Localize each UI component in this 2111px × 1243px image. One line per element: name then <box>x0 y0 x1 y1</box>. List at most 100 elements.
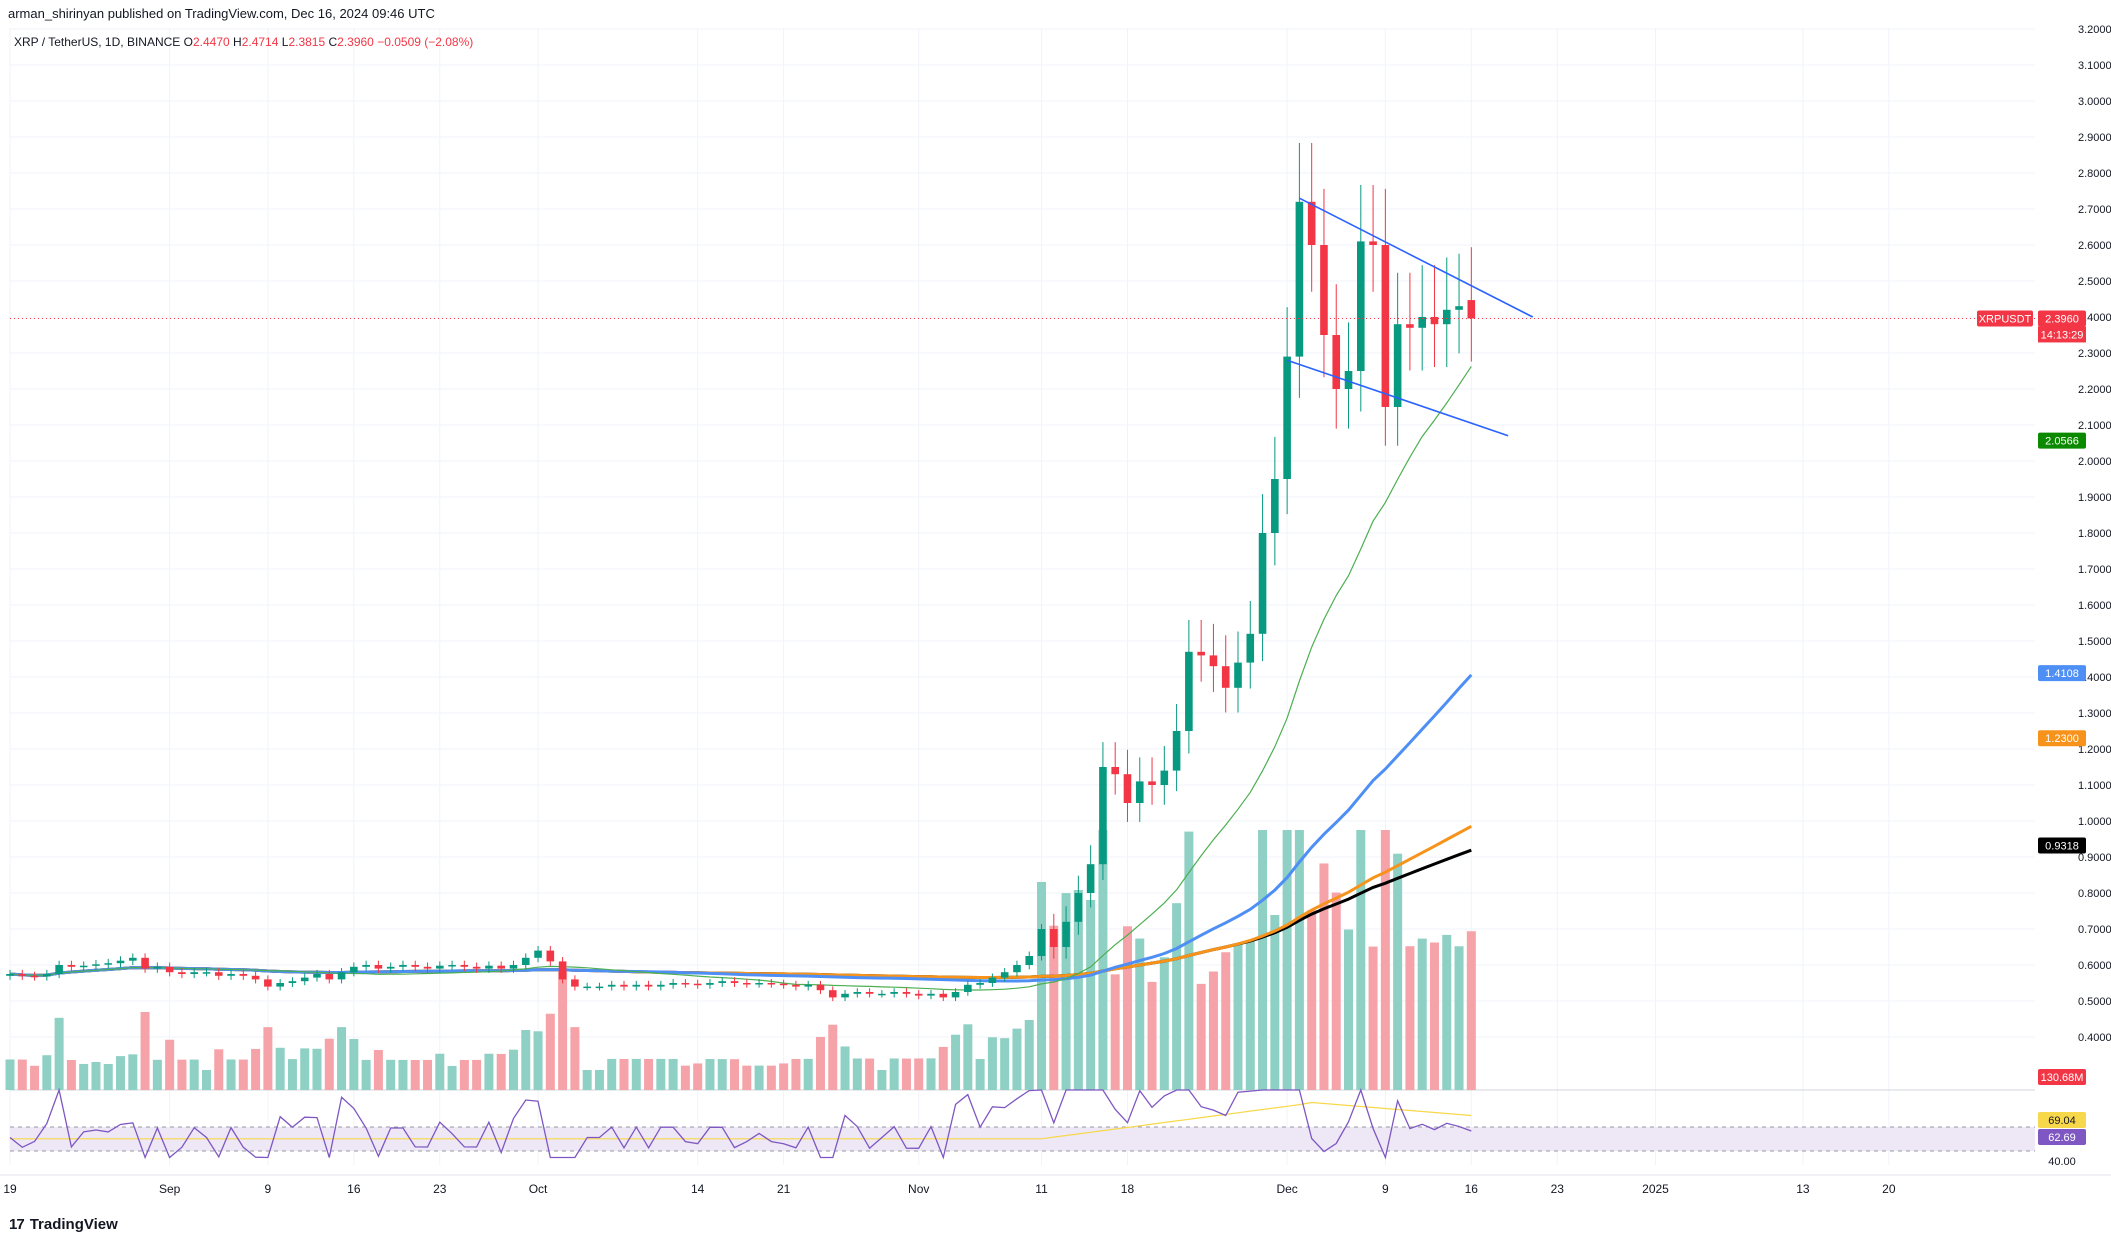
price-tick-label: 1.4000 <box>2078 672 2111 684</box>
rsi-ma-line <box>10 1101 1472 1140</box>
time-tick-label: 16 <box>347 1182 361 1196</box>
candle-body <box>1037 929 1046 956</box>
candle-body <box>828 990 837 998</box>
candle-body <box>1369 241 1377 245</box>
volume-bar <box>791 1058 801 1090</box>
candle-body <box>1197 651 1205 656</box>
volume-bar <box>521 1030 531 1090</box>
volume-bar <box>1172 903 1182 1090</box>
volume-bar <box>287 1059 297 1090</box>
candle-body <box>141 957 149 969</box>
ma-badge-ma20-bg <box>2038 432 2086 449</box>
candle-body <box>374 965 383 969</box>
volume-bar <box>852 1058 862 1090</box>
volume-bar <box>30 1065 40 1090</box>
candle-body <box>1320 245 1328 335</box>
countdown-bg <box>2038 326 2086 343</box>
volume-bar <box>1282 830 1292 1090</box>
candle-body <box>104 963 113 965</box>
volume-bar <box>189 1059 199 1090</box>
volume-bar <box>91 1061 101 1090</box>
candle-body <box>1381 245 1390 407</box>
volume-badge-bg <box>2038 1069 2086 1085</box>
price-tick-label: 1.1000 <box>2078 780 2111 792</box>
volume-bar <box>1086 900 1096 1090</box>
publish-info: arman_shirinyan published on TradingView… <box>8 6 435 21</box>
volume-bar <box>533 1031 543 1090</box>
volume-bar <box>607 1058 617 1090</box>
volume-bar <box>779 1063 789 1090</box>
ma-badge-ma50-bg <box>2038 665 2086 682</box>
volume-bar <box>508 1049 518 1090</box>
tradingview-brand[interactable]: 17 TradingView <box>9 1216 118 1233</box>
candle-body <box>902 992 911 994</box>
candle-body <box>964 984 972 992</box>
ma20-line <box>9 366 1472 991</box>
time-tick-label: 11 <box>1035 1182 1048 1196</box>
volume-bar <box>1000 1038 1010 1090</box>
volume-bar <box>1454 946 1464 1090</box>
close-label: C <box>328 35 338 49</box>
volume-bar <box>1098 830 1108 1090</box>
price-tick-label: 2.9000 <box>2078 132 2111 144</box>
candle-body <box>153 966 162 969</box>
candle-body <box>841 993 849 998</box>
volume-bar <box>103 1064 113 1090</box>
volume-bar <box>631 1058 641 1090</box>
candle-body <box>792 984 800 987</box>
volume-bar <box>951 1034 961 1090</box>
candle-body <box>460 965 469 967</box>
volume-bar <box>1258 830 1268 1090</box>
low-value: 2.3815 <box>288 35 326 49</box>
volume-bar <box>1356 830 1366 1090</box>
price-tick-label: 0.8000 <box>2078 888 2111 900</box>
volume-bar <box>889 1058 899 1090</box>
price-tick-label: 2.0000 <box>2078 456 2111 468</box>
upper-trendline <box>1299 197 1534 318</box>
candle-body <box>1221 666 1230 688</box>
price-tick-label: 2.3000 <box>2078 348 2111 360</box>
volume-bar <box>17 1059 27 1090</box>
volume-bar <box>1380 830 1390 1090</box>
volume-bar <box>926 1058 936 1090</box>
candle-body <box>288 981 297 983</box>
volume-bar <box>386 1059 396 1090</box>
price-tick-label: 1.9000 <box>2078 492 2111 504</box>
open-value: 2.4470 <box>192 35 230 49</box>
time-tick-label: 16 <box>1465 1182 1479 1196</box>
candle-body <box>767 983 776 985</box>
volume-bar <box>1122 926 1132 1090</box>
countdown: 14:13:29 <box>2041 329 2084 341</box>
price-tick-label: 3.1000 <box>2078 60 2111 72</box>
volume-bar <box>140 1011 150 1090</box>
candle-body <box>1442 309 1451 325</box>
volume-bar <box>1429 942 1439 1090</box>
volume-bar <box>472 1059 482 1090</box>
time-tick-label: 19 <box>3 1182 17 1196</box>
high-label: H <box>233 35 242 49</box>
volume-bar <box>423 1059 433 1090</box>
candle-body <box>472 966 481 969</box>
price-tick-label: 0.7000 <box>2078 924 2111 936</box>
volume-bar <box>361 1059 371 1090</box>
volume-bar <box>459 1060 469 1090</box>
price-axis: 0.4000 0.5000 0.6000 0.7000 0.8000 0.9000 1.00… <box>2078 24 2111 1044</box>
candle-body <box>521 957 530 965</box>
volume-bar <box>717 1059 727 1090</box>
candle-body <box>669 983 677 985</box>
volume-bar <box>865 1058 875 1090</box>
price-tick-label: 1.0000 <box>2078 816 2111 828</box>
candle-body <box>681 983 690 985</box>
candle-body <box>779 983 788 986</box>
candle-body <box>632 984 641 987</box>
volume-bar <box>1233 944 1243 1090</box>
candle-body <box>890 992 898 994</box>
candle-body <box>1099 767 1107 865</box>
candle-body <box>239 974 248 976</box>
price-tick-label: 2.1000 <box>2078 420 2111 432</box>
ma-badge-ma20: 2.0566 <box>2045 436 2079 448</box>
candle-body <box>571 979 579 987</box>
candle-body <box>1418 317 1426 328</box>
candle-body <box>386 966 395 969</box>
